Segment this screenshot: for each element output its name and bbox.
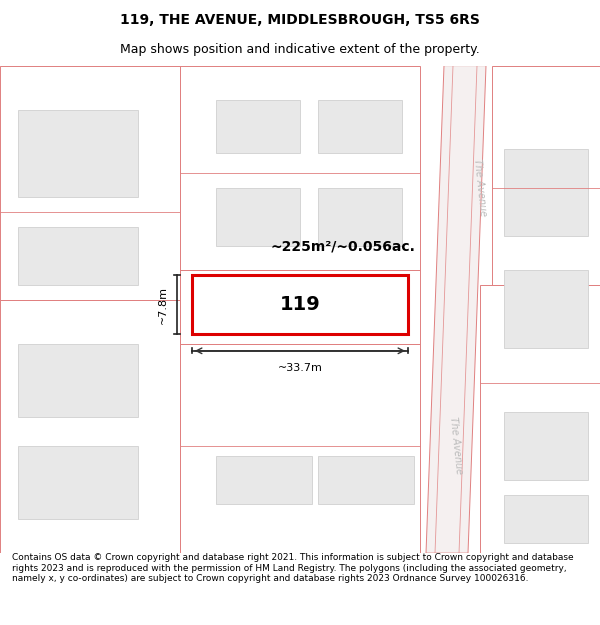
Bar [318, 456, 414, 504]
Text: The Avenue: The Avenue [472, 158, 488, 217]
Bar [216, 188, 300, 246]
Text: The Avenue: The Avenue [448, 417, 464, 475]
Text: 119, THE AVENUE, MIDDLESBROUGH, TS5 6RS: 119, THE AVENUE, MIDDLESBROUGH, TS5 6RS [120, 12, 480, 27]
Text: Map shows position and indicative extent of the property.: Map shows position and indicative extent… [120, 42, 480, 56]
Bar [504, 412, 588, 480]
Polygon shape [192, 275, 408, 334]
Bar [18, 226, 138, 285]
Bar [504, 149, 588, 236]
Polygon shape [426, 66, 486, 553]
Bar [504, 271, 588, 348]
Text: 119: 119 [280, 295, 320, 314]
Bar [504, 494, 588, 543]
Text: ~7.8m: ~7.8m [158, 286, 168, 324]
Text: Contains OS data © Crown copyright and database right 2021. This information is : Contains OS data © Crown copyright and d… [12, 553, 574, 583]
Text: ~225m²/~0.056ac.: ~225m²/~0.056ac. [270, 239, 415, 253]
Bar [18, 109, 138, 198]
Bar [318, 188, 402, 246]
Bar [18, 446, 138, 519]
Bar [216, 100, 300, 153]
Text: ~33.7m: ~33.7m [278, 363, 322, 373]
Bar [318, 100, 402, 153]
Bar [216, 456, 312, 504]
Bar [18, 344, 138, 417]
